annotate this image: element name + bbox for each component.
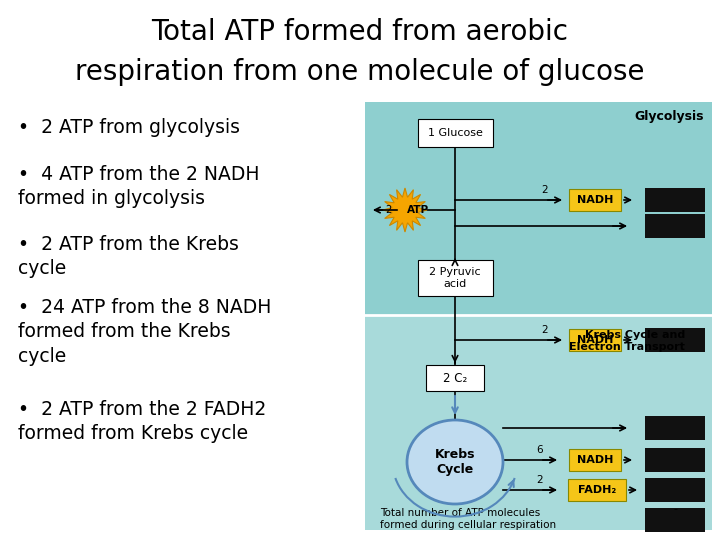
Text: 2 C₂: 2 C₂ — [443, 372, 467, 384]
Bar — [365, 102, 712, 315]
Ellipse shape — [407, 420, 503, 504]
Text: 2: 2 — [541, 185, 549, 195]
Text: Glycolysis: Glycolysis — [634, 110, 704, 123]
Text: 2: 2 — [386, 205, 392, 215]
Text: -: - — [673, 504, 677, 514]
Text: Krebs Cycle and
Electron Transport: Krebs Cycle and Electron Transport — [569, 330, 685, 353]
Bar — [569, 329, 621, 351]
Text: •  2 ATP from the Krebs
cycle: • 2 ATP from the Krebs cycle — [18, 235, 239, 278]
Polygon shape — [383, 188, 427, 232]
Bar — [568, 479, 626, 501]
Bar — [645, 448, 705, 472]
Bar — [569, 449, 621, 471]
Text: NADH: NADH — [577, 455, 613, 465]
Bar — [645, 478, 705, 502]
Text: •  2 ATP from the 2 FADH2
formed from Krebs cycle: • 2 ATP from the 2 FADH2 formed from Kre… — [18, 400, 266, 443]
Text: •  2 ATP from glycolysis: • 2 ATP from glycolysis — [18, 118, 240, 137]
Text: •  24 ATP from the 8 NADH
formed from the Krebs
cycle: • 24 ATP from the 8 NADH formed from the… — [18, 298, 271, 366]
Text: respiration from one molecule of glucose: respiration from one molecule of glucose — [76, 58, 644, 86]
Bar — [418, 119, 492, 147]
Bar — [645, 214, 705, 238]
Bar — [645, 328, 705, 352]
Bar — [645, 416, 705, 440]
Bar — [645, 188, 705, 212]
Bar — [365, 315, 712, 530]
Text: 6: 6 — [536, 445, 544, 455]
Text: 2: 2 — [536, 475, 544, 485]
Text: Krebs
Cycle: Krebs Cycle — [435, 448, 475, 476]
Text: NADH: NADH — [577, 335, 613, 345]
Bar — [569, 189, 621, 211]
Text: 1 Glucose: 1 Glucose — [428, 128, 482, 138]
Text: •  4 ATP from the 2 NADH
formed in glycolysis: • 4 ATP from the 2 NADH formed in glycol… — [18, 165, 259, 208]
Text: 2 Pyruvic
acid: 2 Pyruvic acid — [429, 267, 481, 289]
Text: Total ATP formed from aerobic: Total ATP formed from aerobic — [151, 18, 569, 46]
Bar — [426, 365, 484, 391]
Text: ATP: ATP — [407, 205, 429, 215]
Text: FADH₂: FADH₂ — [578, 485, 616, 495]
Bar — [418, 260, 492, 296]
Bar — [645, 508, 705, 532]
Text: Total number of ATP molecules
formed during cellular respiration: Total number of ATP molecules formed dur… — [380, 508, 556, 530]
Text: 2: 2 — [541, 325, 549, 335]
Text: NADH: NADH — [577, 195, 613, 205]
